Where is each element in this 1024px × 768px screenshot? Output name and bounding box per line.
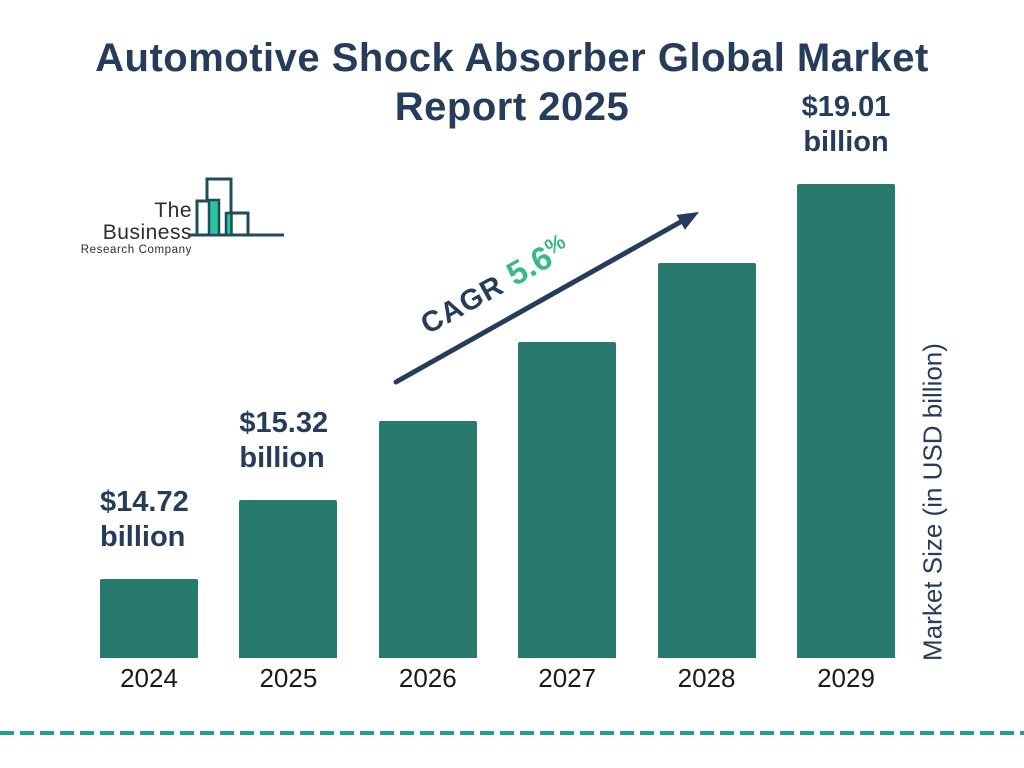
value-label-2029: $19.01 billion bbox=[801, 91, 891, 158]
bar-2025 bbox=[239, 500, 338, 658]
company-logo: The Business Research Company bbox=[78, 168, 290, 256]
year-label-2029: 2029 bbox=[817, 663, 875, 693]
page-title: Automotive Shock Absorber Global Market … bbox=[0, 34, 1024, 132]
year-label-2025: 2025 bbox=[259, 663, 318, 693]
logo-bar-chart-icon bbox=[188, 177, 284, 237]
logo-text: The Business Research Company bbox=[78, 200, 192, 257]
page-title-line2: Report 2025 bbox=[394, 85, 630, 129]
y-axis-label: Market Size (in USD billion) bbox=[917, 343, 948, 661]
bar-2026 bbox=[378, 421, 477, 658]
year-label-2027: 2027 bbox=[538, 663, 597, 693]
cagr-label: CAGR5.6% bbox=[389, 215, 601, 357]
year-label-2024: 2024 bbox=[120, 663, 178, 693]
logo-text-line1: The Business bbox=[102, 199, 192, 244]
value-label-2025: $15.32 billion bbox=[239, 407, 329, 474]
cagr-prefix: CAGR bbox=[415, 269, 510, 341]
bar-2024 bbox=[100, 579, 198, 658]
year-label-2026: 2026 bbox=[398, 663, 457, 693]
page-title-line1: Automotive Shock Absorber Global Market bbox=[95, 36, 929, 80]
logo-text-line2: Research Company bbox=[80, 244, 192, 256]
bottom-dashed-divider bbox=[0, 731, 1024, 735]
year-label-2028: 2028 bbox=[677, 663, 736, 693]
bar-2028 bbox=[657, 263, 756, 658]
bar-2029 bbox=[797, 184, 895, 658]
value-label-2024: $14.72 billion bbox=[100, 486, 189, 553]
bar-2027 bbox=[518, 342, 617, 658]
